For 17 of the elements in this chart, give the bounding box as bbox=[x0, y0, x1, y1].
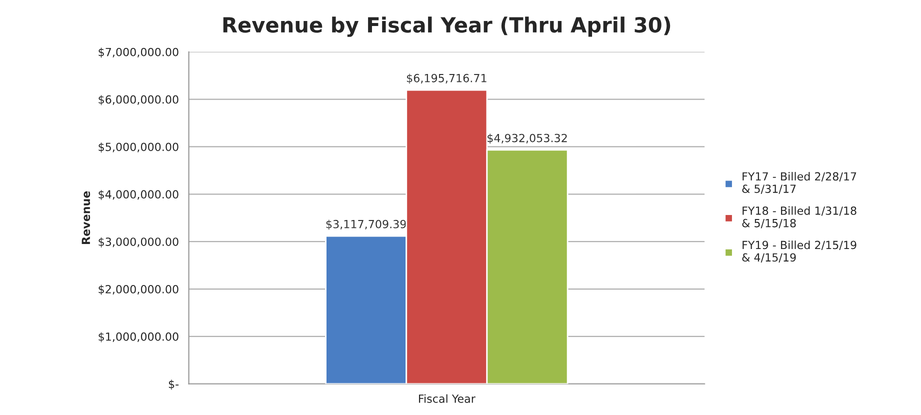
data-label: $4,932,053.32 bbox=[488, 134, 567, 144]
y-tick-label: $7,000,000.00 bbox=[98, 48, 178, 58]
y-tick-label: $6,000,000.00 bbox=[98, 95, 178, 106]
y-tick-label: $- bbox=[168, 380, 179, 390]
x-axis-title: Fiscal Year bbox=[419, 394, 476, 403]
y-tick-label: $3,000,000.00 bbox=[98, 237, 178, 248]
y-tick-label: $5,000,000.00 bbox=[98, 142, 178, 153]
legend-label: FY19 - Billed 2/15/19 & 4/15/19 bbox=[742, 240, 856, 262]
data-label: $3,117,709.39 bbox=[326, 220, 406, 230]
y-axis-title: Revenue bbox=[82, 191, 90, 244]
y-tick-label: $1,000,000.00 bbox=[98, 332, 178, 342]
data-label: $6,195,716.71 bbox=[406, 74, 486, 84]
legend-label: FY17 - Billed 2/28/17 & 5/31/17 bbox=[742, 172, 856, 194]
legend-label: FY18 - Billed 1/31/18 & 5/15/18 bbox=[742, 206, 856, 228]
chart-title: Revenue by Fiscal Year (Thru April 30) bbox=[223, 16, 670, 37]
y-tick-label: $2,000,000.00 bbox=[98, 284, 178, 295]
y-tick-label: $4,000,000.00 bbox=[98, 190, 178, 200]
